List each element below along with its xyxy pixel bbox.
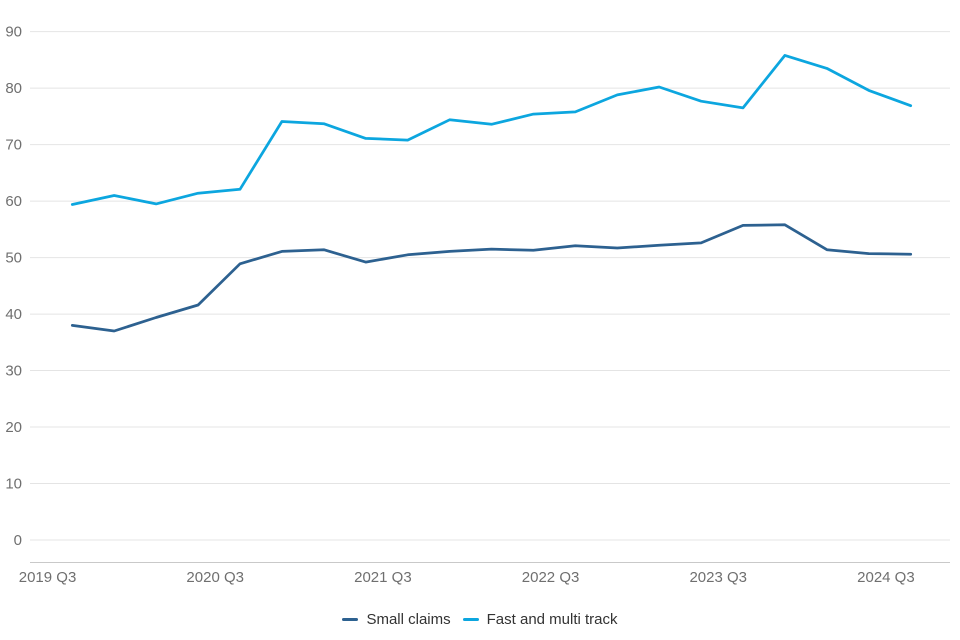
x-tick-label: 2023 Q3 <box>689 569 747 586</box>
x-tick-label: 2024 Q3 <box>857 569 915 586</box>
y-tick-label: 30 <box>5 363 22 380</box>
x-tick-label: 2022 Q3 <box>522 569 580 586</box>
series-line-1[interactable] <box>70 54 913 206</box>
y-tick-label: 0 <box>14 532 22 549</box>
x-tick-label: 2019 Q3 <box>19 569 77 586</box>
series-line-0[interactable] <box>70 223 913 333</box>
y-tick-label: 50 <box>5 250 22 267</box>
y-tick-label: 70 <box>5 137 22 154</box>
x-tick-label: 2020 Q3 <box>186 569 244 586</box>
y-tick-label: 10 <box>5 476 22 493</box>
legend-label-fast-and-multi-track: Fast and multi track <box>486 610 618 628</box>
y-tick-label: 90 <box>5 24 22 41</box>
y-tick-label: 80 <box>5 80 22 97</box>
legend-marker-fast-and-multi-track <box>462 617 479 621</box>
legend-item-fast-and-multi-track[interactable]: Fast and multi track <box>462 610 618 628</box>
y-tick-label: 20 <box>5 419 22 436</box>
y-tick-label: 60 <box>5 193 22 210</box>
x-tick-label: 2021 Q3 <box>354 569 412 586</box>
y-tick-label: 40 <box>5 306 22 323</box>
legend-label-small-claims: Small claims <box>366 610 451 628</box>
legend: Small claims Fast and multi track <box>0 606 960 632</box>
legend-marker-small-claims <box>342 617 359 621</box>
plot-area: 0 10 20 30 40 50 60 70 80 90 2019 Q3 2020 Q3 2021 Q3… <box>5 24 950 586</box>
legend-item-small-claims[interactable]: Small claims <box>342 610 451 628</box>
